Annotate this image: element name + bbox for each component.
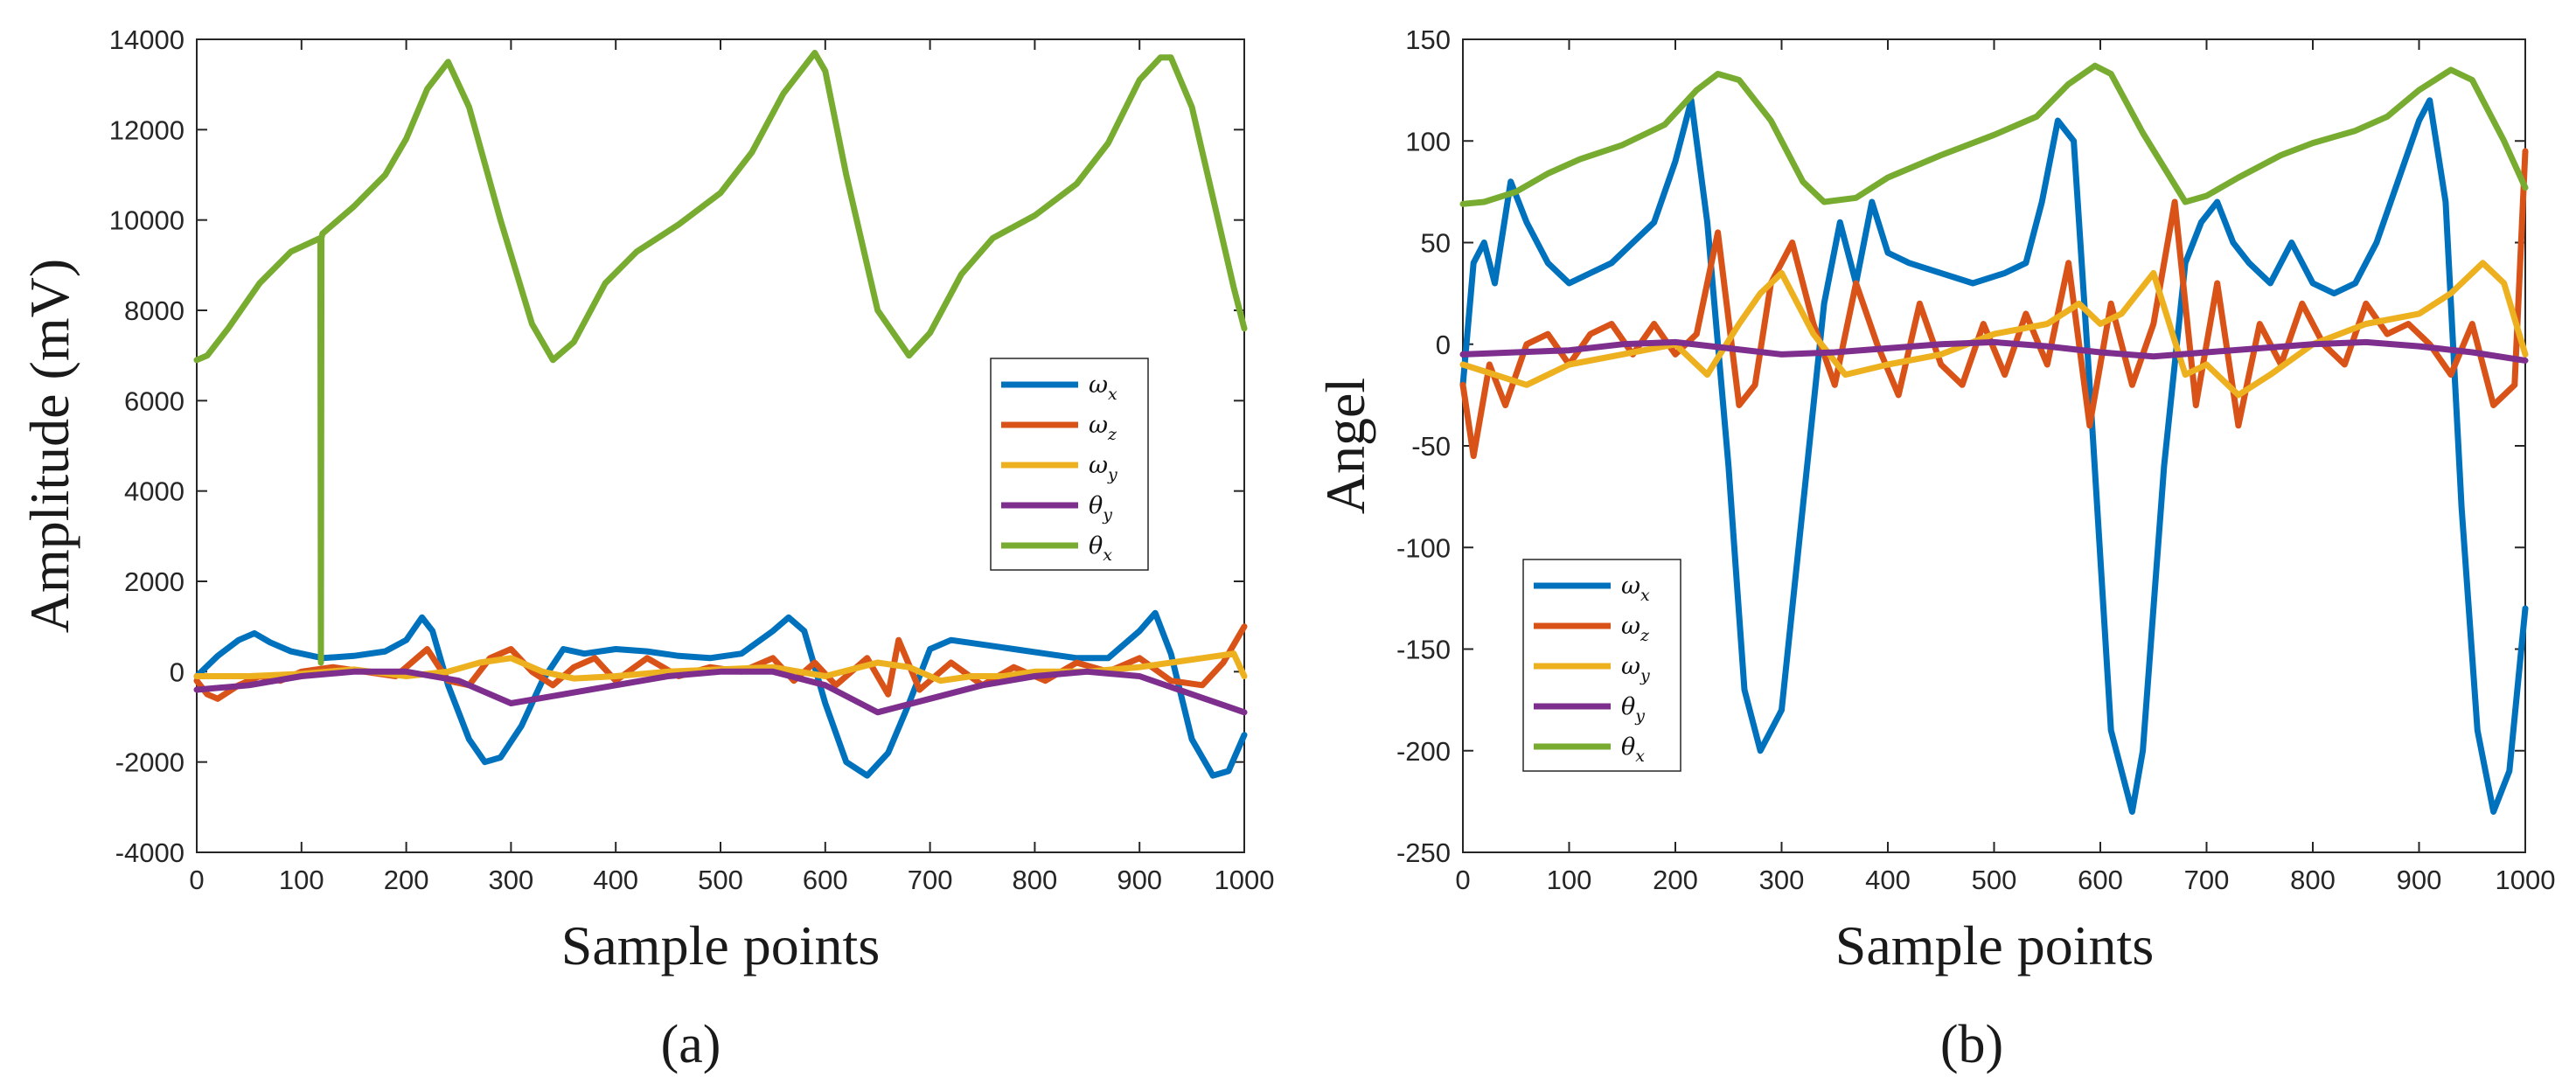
chart-b-series-ωx [1459,97,2529,815]
chart-b-series-θy [1459,338,2529,364]
chart-b-xtick-label: 700 [2184,865,2230,895]
chart-a-series-θy [193,668,1248,716]
chart-a-xtick-label: 400 [593,865,638,895]
chart-b-xtick-label: 300 [1759,865,1805,895]
chart-a-ytick-label: -4000 [115,837,184,868]
chart-a-xtick-label: 700 [908,865,953,895]
chart-a-legend: ωx ωz ωy θy θx [990,358,1149,571]
chart-b-xtick-label: 600 [2078,865,2123,895]
chart-a-series-θx [193,50,1248,666]
chart-a-ylabel: Amplitude (mV) [18,259,80,633]
chart-b-legend-label: θy [1621,693,1645,726]
chart-b-legend-label: ωy [1621,653,1650,685]
chart-b-ytick-label: 0 [1436,330,1451,360]
chart-a-xtick-label: 100 [279,865,324,895]
chart-a-ytick-label: 2000 [124,566,184,597]
chart-b-ticks: 0 100 200 300 400 500 600 700 800 900 1000-250-200… [1396,24,2556,895]
chart-b-ytick-label: 150 [1405,24,1451,55]
chart-b-caption: (b) [1940,1015,2003,1074]
chart-a-xtick-label: 800 [1013,865,1058,895]
chart-a-legend-label: θx [1089,532,1112,565]
chart-a-series-ωx [193,609,1248,779]
chart-a: 0 100 200 300 400 500 600 700 800 900 1000 -4000 -20… [18,24,1274,1074]
chart-a-ytick-label: 8000 [124,295,184,326]
chart-b-legend-items: ωx ωz ωy θy θx [1534,573,1650,766]
chart-a-ytick-label: 4000 [124,476,184,507]
chart-a-ytick-label: 12000 [109,115,184,145]
chart-a-xlabel: Sample points [561,914,880,976]
chart-b: 0 100 200 300 400 500 600 700 800 900 1000-250-200… [1314,24,2555,1074]
chart-a-ytick-label: 10000 [109,205,184,236]
chart-a-xtick-label: 300 [489,865,534,895]
chart-a-ytick-label: 0 [170,657,184,687]
chart-b-xtick-label: 100 [1547,865,1592,895]
chart-b-ytick-label: -200 [1396,736,1451,767]
chart-a-xtick-label: 0 [189,865,204,895]
chart-b-series [1459,62,2529,815]
chart-b-ytick-label: 50 [1421,228,1451,259]
chart-a-xtick-label: 500 [698,865,743,895]
chart-b-xtick-label: 1000 [2496,865,2556,895]
chart-b-ytick-label: -100 [1396,532,1451,563]
chart-b-legend-label: θx [1621,733,1645,766]
chart-b-xtick-label: 900 [2397,865,2442,895]
chart-b-ytick-label: 100 [1405,126,1451,156]
chart-b-xtick-label: 200 [1653,865,1698,895]
chart-b-ytick-label: -250 [1396,837,1451,868]
chart-a-xtick-label: 900 [1117,865,1162,895]
chart-a-legend-label: ωz [1089,412,1117,444]
chart-b-ylabel: Angel [1314,378,1376,514]
chart-a-caption: (a) [661,1015,721,1074]
chart-a-xtick-label: 1000 [1215,865,1275,895]
chart-a-legend-label: θy [1089,492,1112,525]
chart-b-xtick-label: 0 [1455,865,1470,895]
chart-b-xlabel: Sample points [1835,914,2154,976]
chart-b-ytick-label: -150 [1396,635,1451,665]
chart-a-legend-label: ωy [1089,452,1117,484]
chart-a-xtick-label: 200 [384,865,429,895]
chart-b-ytick-label: -50 [1411,431,1451,462]
chart-a-ytick-label: 14000 [109,24,184,55]
chart-b-xtick-label: 400 [1865,865,1911,895]
chart-a-ytick-label: -2000 [115,747,184,778]
chart-a-xtick-label: 600 [803,865,848,895]
chart-b-legend-label: ωx [1621,573,1650,605]
chart-a-ticks: 0 100 200 300 400 500 600 700 800 900 1000 -4000 -20… [109,24,1275,895]
chart-a-series [193,50,1248,779]
chart-b-xtick-label: 800 [2290,865,2336,895]
chart-a-legend-items: ωx ωz ωy θy θx [1001,372,1117,565]
chart-a-legend-label: ωx [1089,372,1117,404]
chart-a-ytick-label: 6000 [124,386,184,416]
chart-b-series-θx [1459,62,2529,207]
chart-b-legend: ωx ωz ωy θy θx [1522,559,1681,772]
chart-b-xtick-label: 500 [1972,865,2017,895]
chart-b-legend-label: ωz [1621,613,1650,645]
